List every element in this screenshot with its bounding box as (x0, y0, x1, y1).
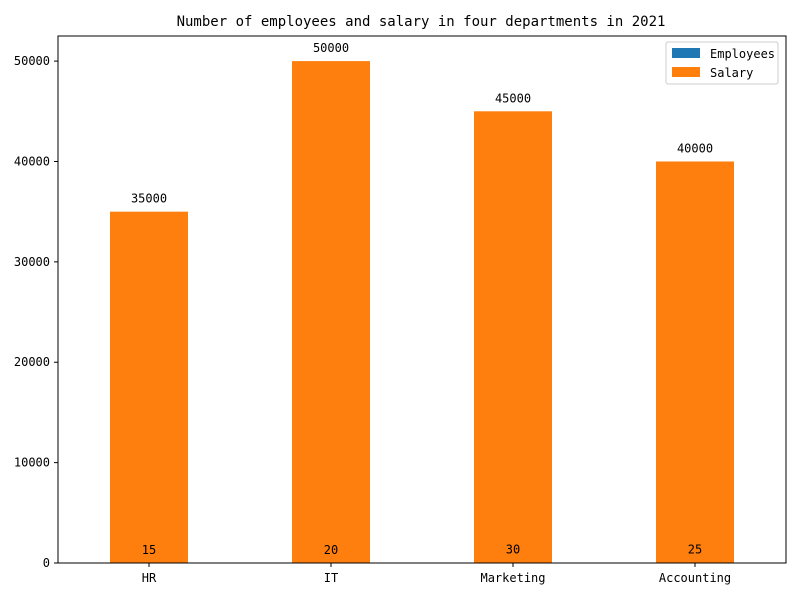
x-tick-label-it: IT (324, 571, 338, 585)
bar-salary-it (292, 61, 370, 563)
bar-salary-hr (110, 211, 188, 563)
data-label-salary-accounting: 40000 (677, 141, 713, 155)
y-tick-label-40000: 40000 (14, 154, 50, 168)
legend: Employees Salary (665, 41, 779, 85)
chart-title: Number of employees and salary in four d… (177, 14, 666, 30)
data-label-employees-it: 20 (324, 543, 338, 557)
y-tick-label-20000: 20000 (14, 355, 50, 369)
y-tick-label-50000: 50000 (14, 54, 50, 68)
bars-layer (110, 61, 734, 564)
plot-frame (57, 35, 787, 564)
data-labels-layer: 15 20 30 25 35000 50000 45000 40000 (131, 41, 713, 557)
legend-label-employees: Employees (710, 47, 775, 61)
data-label-employees-accounting: 25 (688, 543, 702, 557)
data-label-salary-marketing: 45000 (495, 91, 531, 105)
x-tick-label-hr: HR (142, 571, 157, 585)
y-tick-label-0: 0 (43, 556, 50, 570)
bar-salary-marketing (474, 111, 552, 564)
data-label-salary-hr: 35000 (131, 192, 167, 206)
axes-layer: 0 10000 20000 30000 40000 50000 HR IT Marketing A… (14, 35, 787, 585)
legend-label-salary: Salary (710, 66, 753, 80)
x-tick-label-accounting: Accounting (659, 571, 731, 585)
data-label-salary-it: 50000 (313, 41, 349, 55)
x-tick-label-marketing: Marketing (480, 571, 545, 585)
legend-swatch-employees (672, 48, 700, 58)
data-label-employees-marketing: 30 (506, 543, 520, 557)
y-tick-label-30000: 30000 (14, 255, 50, 269)
bar-salary-accounting (656, 161, 734, 563)
data-label-employees-hr: 15 (142, 543, 156, 557)
y-tick-label-10000: 10000 (14, 456, 50, 470)
legend-swatch-salary (672, 67, 700, 77)
